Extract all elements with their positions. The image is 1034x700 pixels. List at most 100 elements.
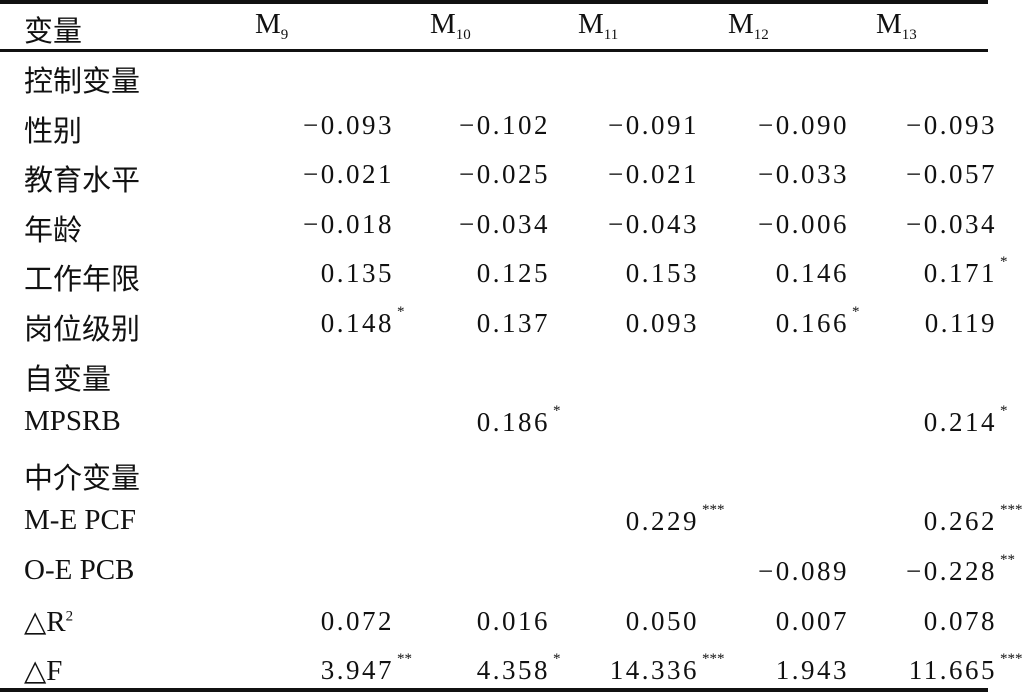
cell-value: −0.089	[758, 556, 849, 586]
cell-value: 0.262	[923, 506, 997, 537]
model-sub: 10	[455, 27, 471, 43]
cell-value: 1.943	[775, 655, 849, 686]
model-sub: 9	[280, 27, 289, 43]
cell-value: −0.021	[303, 159, 394, 190]
row-label: 性别	[24, 108, 82, 150]
significance-marker: *	[1000, 254, 1008, 271]
header-variable: 变量	[24, 16, 83, 48]
significance-marker: *	[553, 403, 561, 420]
header-model-12: M12	[728, 8, 769, 44]
table-row: 岗位级别 0.148 * 0.137 0.093 0.166 * 0.119	[0, 300, 1034, 350]
model-base: M	[876, 8, 902, 40]
header-model-10: M10	[430, 8, 471, 44]
model-sub: 11	[603, 27, 619, 43]
cell-value: 14.336	[609, 655, 699, 686]
significance-marker: ***	[1000, 502, 1023, 519]
cell-value: 0.078	[923, 605, 997, 636]
cell-value: −0.043	[608, 208, 699, 239]
cell-value: 0.171	[923, 258, 997, 289]
cell-value: 11.665	[908, 655, 997, 686]
significance-marker: ***	[702, 502, 725, 519]
table-row: M-E PCF 0.229 *** 0.262 ***	[0, 498, 1034, 548]
cell-value: 0.007	[775, 605, 849, 636]
cell-value: −0.091	[608, 109, 699, 140]
significance-marker: *	[553, 651, 561, 668]
cell-value: 0.137	[476, 308, 550, 338]
row-label-text: 岗位级别	[24, 314, 141, 346]
row-label-text: 年龄	[24, 214, 83, 247]
significance-marker: *	[852, 304, 860, 320]
row-label-text: MPSRB	[24, 405, 121, 438]
cell-value: 0.186	[476, 407, 550, 438]
table-row: 年龄 −0.018 −0.034 −0.043 −0.006 −0.034	[0, 201, 1034, 251]
cell-value: −0.057	[906, 159, 997, 190]
significance-marker: **	[397, 651, 412, 668]
table-row: 控制变量	[0, 52, 1034, 102]
row-label-text: △R	[24, 605, 66, 638]
cell-value: −0.090	[758, 109, 849, 140]
row-label: 控制变量	[24, 58, 140, 100]
header-row: 变量 M9 M10 M11 M12 M13	[0, 0, 1034, 50]
significance-marker: ***	[702, 651, 725, 668]
row-label: 教育水平	[24, 157, 140, 199]
cell-value: −0.025	[459, 159, 550, 190]
row-label: O-E PCB	[24, 554, 134, 587]
cell-value: −0.093	[303, 109, 394, 140]
row-label-text: M-E PCF	[24, 504, 137, 537]
cell-value: 0.093	[625, 308, 699, 338]
cell-value: −0.102	[459, 109, 550, 140]
model-sub: 13	[901, 27, 917, 43]
cell-value: −0.006	[758, 208, 849, 239]
row-label: 岗位级别	[24, 306, 140, 348]
cell-value: 0.229	[625, 506, 699, 537]
cell-value: −0.034	[459, 208, 550, 239]
cell-value: −0.093	[906, 109, 997, 140]
bottom-rule	[0, 688, 988, 692]
table-row: 工作年限 0.135 0.125 0.153 0.146 0.171 *	[0, 250, 1034, 300]
model-base: M	[728, 8, 754, 40]
header-rule	[0, 49, 988, 52]
model-sub: 12	[753, 27, 769, 43]
row-label-text: 工作年限	[24, 264, 141, 297]
cell-value: −0.034	[906, 208, 997, 239]
row-label-text: 中介变量	[24, 462, 141, 495]
row-label: △R2	[24, 604, 73, 639]
row-label-text: 教育水平	[24, 165, 141, 198]
header-model-9: M9	[255, 8, 288, 44]
table-row: 自变量	[0, 350, 1034, 400]
row-label: 中介变量	[24, 455, 140, 497]
cell-value: 0.050	[625, 605, 699, 636]
row-label-text: 控制变量	[24, 66, 141, 98]
cell-value: 0.135	[320, 258, 394, 289]
table-row: △F 3.947 ** 4.358 * 14.336 *** 1.943 11.665 ***	[0, 647, 1034, 697]
table-row: 性别 −0.093 −0.102 −0.091 −0.090 −0.093	[0, 102, 1034, 152]
significance-marker: ***	[1000, 651, 1023, 668]
significance-marker: *	[397, 304, 405, 320]
cell-value: 0.119	[924, 308, 997, 338]
cell-value: 0.016	[476, 605, 550, 636]
table-row: 教育水平 −0.021 −0.025 −0.021 −0.033 −0.057	[0, 151, 1034, 201]
table-row: △R2 0.072 0.016 0.050 0.007 0.078	[0, 598, 1034, 648]
row-label: 工作年限	[24, 256, 140, 298]
row-label: MPSRB	[24, 405, 121, 438]
row-label: 年龄	[24, 207, 82, 249]
row-label-text: O-E PCB	[24, 554, 135, 586]
row-label-text: 性别	[24, 115, 83, 148]
cell-value: 0.146	[775, 258, 849, 289]
cell-value: 0.072	[320, 605, 394, 636]
cell-value: −0.021	[608, 159, 699, 190]
table-row: MPSRB 0.186 * 0.214 *	[0, 399, 1034, 449]
model-base: M	[430, 8, 456, 40]
row-label: △F	[24, 653, 62, 688]
table-row: O-E PCB −0.089 −0.228 **	[0, 548, 1034, 598]
cell-value: 3.947	[320, 655, 394, 686]
significance-marker: *	[1000, 403, 1008, 420]
cell-value: 4.358	[476, 655, 550, 686]
cell-value: 0.125	[476, 258, 550, 289]
cell-value: 0.166	[775, 308, 849, 338]
row-label-text: △F	[24, 655, 63, 688]
cell-value: −0.228	[906, 556, 997, 586]
row-label-superscript: 2	[65, 607, 74, 624]
row-label-text: 自变量	[24, 363, 112, 396]
header-model-11: M11	[578, 8, 618, 44]
